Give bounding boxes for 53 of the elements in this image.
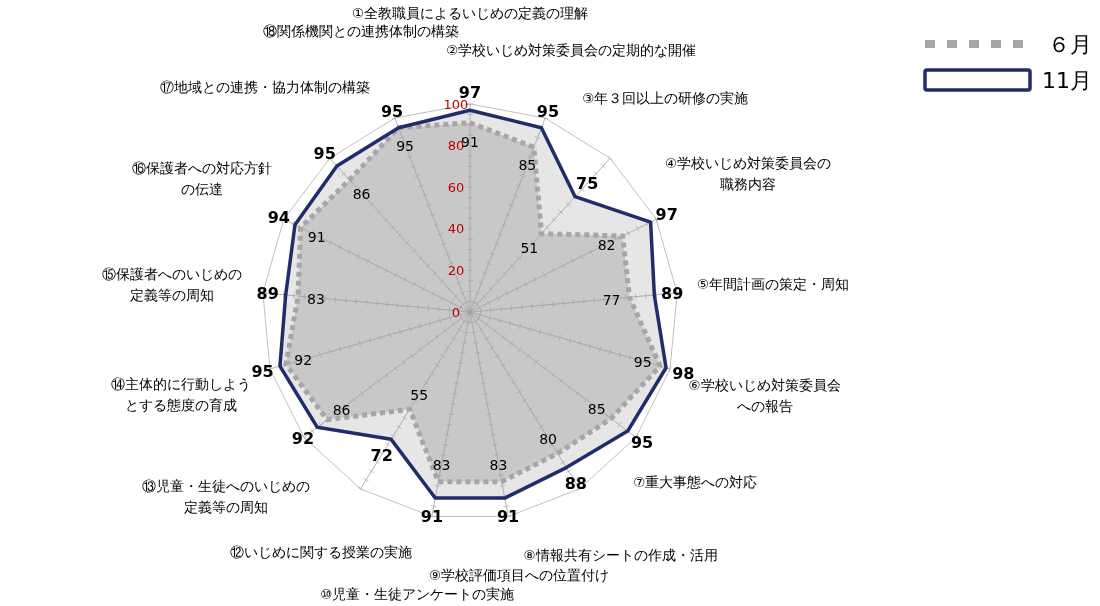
data-label: 83 [307, 290, 325, 307]
spoke-label: ⑧情報共有シートの作成・活用 [523, 547, 718, 564]
data-label: 89 [256, 284, 279, 304]
data-label: 91 [307, 228, 326, 245]
spoke-label: ⑭主体的に行動しようとする態度の育成 [111, 375, 252, 413]
data-label: 86 [352, 186, 371, 203]
spoke-label: ⑬児童・生徒へのいじめの定義等の周知 [141, 478, 310, 515]
y-tick-label: 60 [447, 179, 465, 195]
data-label: 94 [267, 207, 290, 227]
y-tick-label: 20 [447, 262, 465, 278]
spoke-label: ③年３回以上の研修の実施 [582, 89, 749, 106]
data-label: 91 [496, 506, 520, 526]
data-label: 85 [587, 400, 606, 417]
spoke-label: ⑯保護者への対応方針の伝達 [132, 160, 273, 198]
data-label: 95 [251, 362, 274, 381]
data-label: 88 [564, 473, 587, 493]
data-label: 82 [597, 237, 616, 253]
spoke-label: ⑤年間計画の策定・周知 [697, 275, 850, 292]
data-label: 95 [313, 143, 336, 163]
data-label: 75 [576, 174, 599, 194]
data-label: 85 [518, 156, 537, 173]
data-label: 95 [630, 432, 654, 452]
spoke-label: ①全教職員によるいじめの定義の理解 [351, 5, 589, 21]
spoke-label: ④学校いじめ対策委員会の職務内容 [665, 155, 832, 193]
data-label: 91 [420, 506, 444, 526]
data-label: 97 [655, 205, 678, 225]
y-tick-label: 40 [447, 221, 465, 237]
data-label: 86 [332, 401, 351, 418]
data-label: 80 [539, 431, 558, 448]
data-label: 92 [291, 429, 315, 449]
spoke-label: ⑮保護者へのいじめの定義等の周知 [101, 265, 242, 303]
spoke-label: ⑨学校評価項目への位置付け [429, 566, 610, 583]
data-label: 95 [396, 137, 415, 154]
data-label: 95 [380, 101, 404, 121]
data-label: 89 [661, 284, 684, 304]
data-label: 55 [410, 386, 429, 403]
y-tick-label: 0 [451, 304, 461, 320]
data-label: 83 [432, 457, 451, 474]
spoke-label: ⑦重大事態への対応 [633, 474, 758, 491]
spoke-label: ⑱関係機関との連携体制の構築 [263, 23, 460, 40]
legend-label: ６月 [1048, 32, 1092, 57]
data-label: 77 [602, 291, 621, 308]
data-label: 51 [520, 239, 539, 256]
legend-label: 11月 [1042, 68, 1092, 93]
spoke-label: ②学校いじめ対策委員会の定期的な開催 [446, 42, 697, 59]
data-label: 92 [294, 352, 313, 369]
spoke-label: ⑰地域との連携・協力体制の構築 [159, 78, 370, 95]
data-label: 95 [536, 101, 560, 121]
data-label: 95 [633, 354, 652, 371]
data-label: 83 [489, 457, 508, 474]
spoke-label: ⑫いじめに関する授業の実施 [230, 544, 413, 561]
data-label: 72 [370, 445, 393, 465]
spoke-label: ⑩児童・生徒アンケートの実施 [320, 585, 515, 602]
